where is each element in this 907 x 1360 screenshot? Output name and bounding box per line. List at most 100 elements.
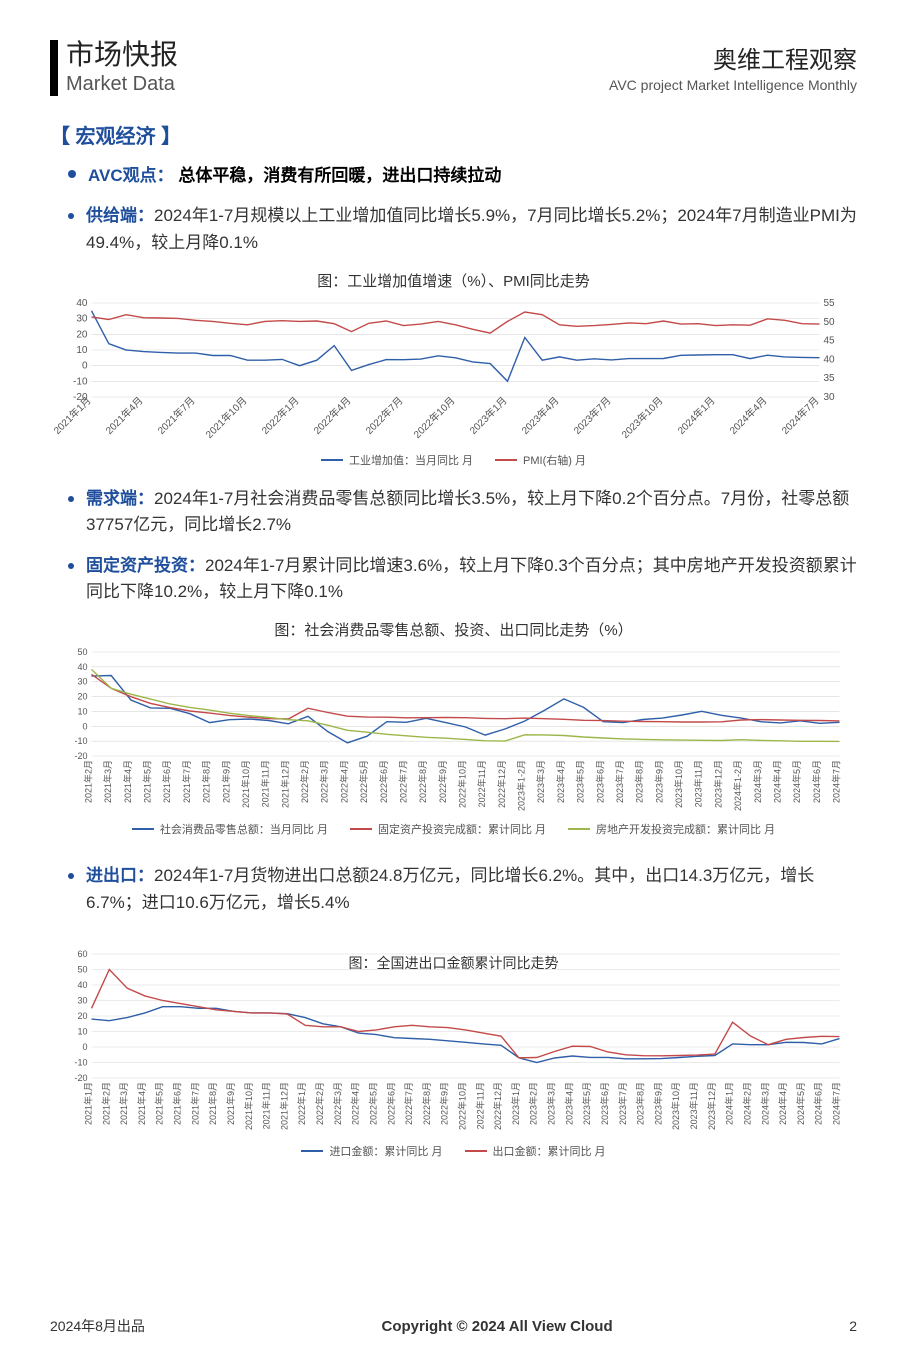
footer-copyright: Copyright © 2024 All View Cloud <box>382 1318 613 1335</box>
svg-text:2022年2月: 2022年2月 <box>314 1082 325 1125</box>
svg-text:2023年3月: 2023年3月 <box>535 760 546 803</box>
svg-text:2024年6月: 2024年6月 <box>813 1082 824 1125</box>
svg-text:2023年7月: 2023年7月 <box>571 394 614 437</box>
header-brand-cn: 奥维工程观察 <box>609 40 857 75</box>
svg-text:30: 30 <box>77 996 87 1006</box>
svg-text:2023年1月: 2023年1月 <box>467 394 510 437</box>
svg-text:2022年4月: 2022年4月 <box>311 394 354 437</box>
svg-text:20: 20 <box>77 1011 87 1021</box>
svg-text:2022年5月: 2022年5月 <box>358 760 369 803</box>
svg-text:2024年4月: 2024年4月 <box>777 1082 788 1125</box>
bullet-dot-icon <box>68 213 74 219</box>
legend-label: 固定资产投资完成额：累计同比 月 <box>378 821 546 837</box>
svg-text:2022年11月: 2022年11月 <box>474 1082 485 1129</box>
svg-text:40: 40 <box>77 980 87 990</box>
svg-text:0: 0 <box>82 722 87 732</box>
bullet-investment: 固定资产投资：2024年1-7月累计同比增速3.6%，较上月下降0.3个百分点；… <box>50 553 857 606</box>
legend-label: 进口金额：累计同比 月 <box>329 1143 442 1159</box>
svg-text:-20: -20 <box>74 1073 87 1083</box>
svg-text:2023年4月: 2023年4月 <box>555 760 566 803</box>
svg-text:55: 55 <box>824 298 836 309</box>
legend-item: 房地产开发投资完成额：累计同比 月 <box>568 821 775 837</box>
svg-text:2024年1月: 2024年1月 <box>724 1082 735 1125</box>
demand-prefix: 需求端： <box>86 489 154 508</box>
footer-date: 2024年8月出品 <box>50 1316 145 1336</box>
svg-text:2024年4月: 2024年4月 <box>771 760 782 803</box>
svg-text:2022年7月: 2022年7月 <box>397 760 408 803</box>
svg-text:2023年11月: 2023年11月 <box>688 1082 699 1129</box>
bullet-trade: 进出口：2024年1-7月货物进出口总额24.8万亿元，同比增长6.2%。其中，… <box>50 863 857 916</box>
header-accent-bar <box>50 40 58 96</box>
chart1-legend: 工业增加值：当月同比 月 PMI(右轴) 月 <box>50 452 857 468</box>
chart3-import-export: -20-1001020304050602021年1月2021年2月2021年3月… <box>50 946 857 1136</box>
header-title-en: Market Data <box>66 73 178 96</box>
svg-text:-10: -10 <box>74 737 87 747</box>
bullet-dot-icon <box>68 563 74 569</box>
svg-text:2023年10月: 2023年10月 <box>673 760 684 808</box>
svg-text:2024年7月: 2024年7月 <box>779 394 822 437</box>
svg-text:2021年7月: 2021年7月 <box>181 760 192 803</box>
svg-text:-10: -10 <box>73 376 88 387</box>
svg-text:2022年12月: 2022年12月 <box>496 760 507 808</box>
svg-text:2024年7月: 2024年7月 <box>831 1082 842 1125</box>
svg-text:40: 40 <box>824 354 836 365</box>
svg-text:40: 40 <box>76 298 88 309</box>
legend-item: 社会消费品零售总额：当月同比 月 <box>132 821 328 837</box>
svg-text:2022年5月: 2022年5月 <box>367 1082 378 1125</box>
svg-text:图：全国进出口金额累计同比走势: 图：全国进出口金额累计同比走势 <box>349 955 559 971</box>
svg-text:2022年1月: 2022年1月 <box>296 1082 307 1125</box>
svg-text:2021年9月: 2021年9月 <box>225 1082 236 1125</box>
bullet-dot-icon <box>68 496 74 502</box>
svg-text:2023年7月: 2023年7月 <box>617 1082 628 1125</box>
header-left: 市场快报 Market Data <box>50 40 178 96</box>
svg-text:30: 30 <box>77 677 87 687</box>
svg-text:2023年3月: 2023年3月 <box>546 1082 557 1125</box>
section-macro-header: 【 宏观经济 】 <box>50 120 857 149</box>
legend-item: PMI(右轴) 月 <box>495 452 586 468</box>
svg-text:50: 50 <box>77 647 87 657</box>
svg-text:2023年12月: 2023年12月 <box>706 1082 717 1130</box>
svg-text:2023年2月: 2023年2月 <box>528 1082 539 1125</box>
svg-text:2023年12月: 2023年12月 <box>712 760 723 808</box>
bullet-demand: 需求端：2024年1-7月社会消费品零售总额同比增长3.5%，较上月下降0.2个… <box>50 486 857 539</box>
svg-text:2023年4月: 2023年4月 <box>563 1082 574 1125</box>
svg-text:40: 40 <box>77 662 87 672</box>
legend-item: 固定资产投资完成额：累计同比 月 <box>350 821 546 837</box>
svg-text:2023年5月: 2023年5月 <box>581 1082 592 1125</box>
page-footer: 2024年8月出品 Copyright © 2024 All View Clou… <box>50 1316 857 1336</box>
svg-text:2023年6月: 2023年6月 <box>599 1082 610 1125</box>
svg-text:0: 0 <box>82 361 88 372</box>
legend-swatch <box>568 828 590 830</box>
svg-text:2021年3月: 2021年3月 <box>118 1082 129 1125</box>
svg-text:10: 10 <box>76 345 88 356</box>
bullet-avc-viewpoint: AVC观点： 总体平稳，消费有所回暖，进出口持续拉动 <box>50 163 857 189</box>
legend-label: 社会消费品零售总额：当月同比 月 <box>160 821 328 837</box>
svg-text:2021年8月: 2021年8月 <box>207 1082 218 1125</box>
svg-text:2021年5月: 2021年5月 <box>154 1082 165 1125</box>
svg-text:2024年3月: 2024年3月 <box>759 1082 770 1125</box>
legend-swatch <box>495 459 517 461</box>
svg-text:2021年6月: 2021年6月 <box>161 760 172 803</box>
svg-text:2023年5月: 2023年5月 <box>575 760 586 803</box>
trade-text: 2024年1-7月货物进出口总额24.8万亿元，同比增长6.2%。其中，出口14… <box>86 866 814 911</box>
svg-text:2024年5月: 2024年5月 <box>795 1082 806 1125</box>
legend-swatch <box>350 828 372 830</box>
legend-item: 工业增加值：当月同比 月 <box>321 452 473 468</box>
svg-text:2021年10月: 2021年10月 <box>240 760 251 808</box>
chart2-retail-investment: -20-10010203040502021年2月2021年3月2021年4月20… <box>50 644 857 814</box>
svg-text:2024年7月: 2024年7月 <box>831 760 842 803</box>
svg-text:2023年9月: 2023年9月 <box>652 1082 663 1125</box>
svg-text:2023年4月: 2023年4月 <box>519 394 562 437</box>
svg-text:2021年6月: 2021年6月 <box>172 1082 183 1125</box>
svg-text:2022年6月: 2022年6月 <box>378 760 389 803</box>
svg-text:10: 10 <box>77 707 87 717</box>
svg-text:2022年6月: 2022年6月 <box>385 1082 396 1125</box>
svg-text:2023年7月: 2023年7月 <box>614 760 625 803</box>
chart1-industrial-pmi: -20-100102030403035404550552021年1月2021年4… <box>50 295 857 445</box>
viewpoint-text: 总体平稳，消费有所回暖，进出口持续拉动 <box>178 166 501 185</box>
svg-text:2022年3月: 2022年3月 <box>332 1082 343 1125</box>
svg-text:2022年12月: 2022年12月 <box>492 1082 503 1130</box>
viewpoint-prefix: AVC观点： <box>88 166 174 185</box>
invest-prefix: 固定资产投资： <box>86 556 205 575</box>
svg-text:2022年10月: 2022年10月 <box>411 394 458 441</box>
